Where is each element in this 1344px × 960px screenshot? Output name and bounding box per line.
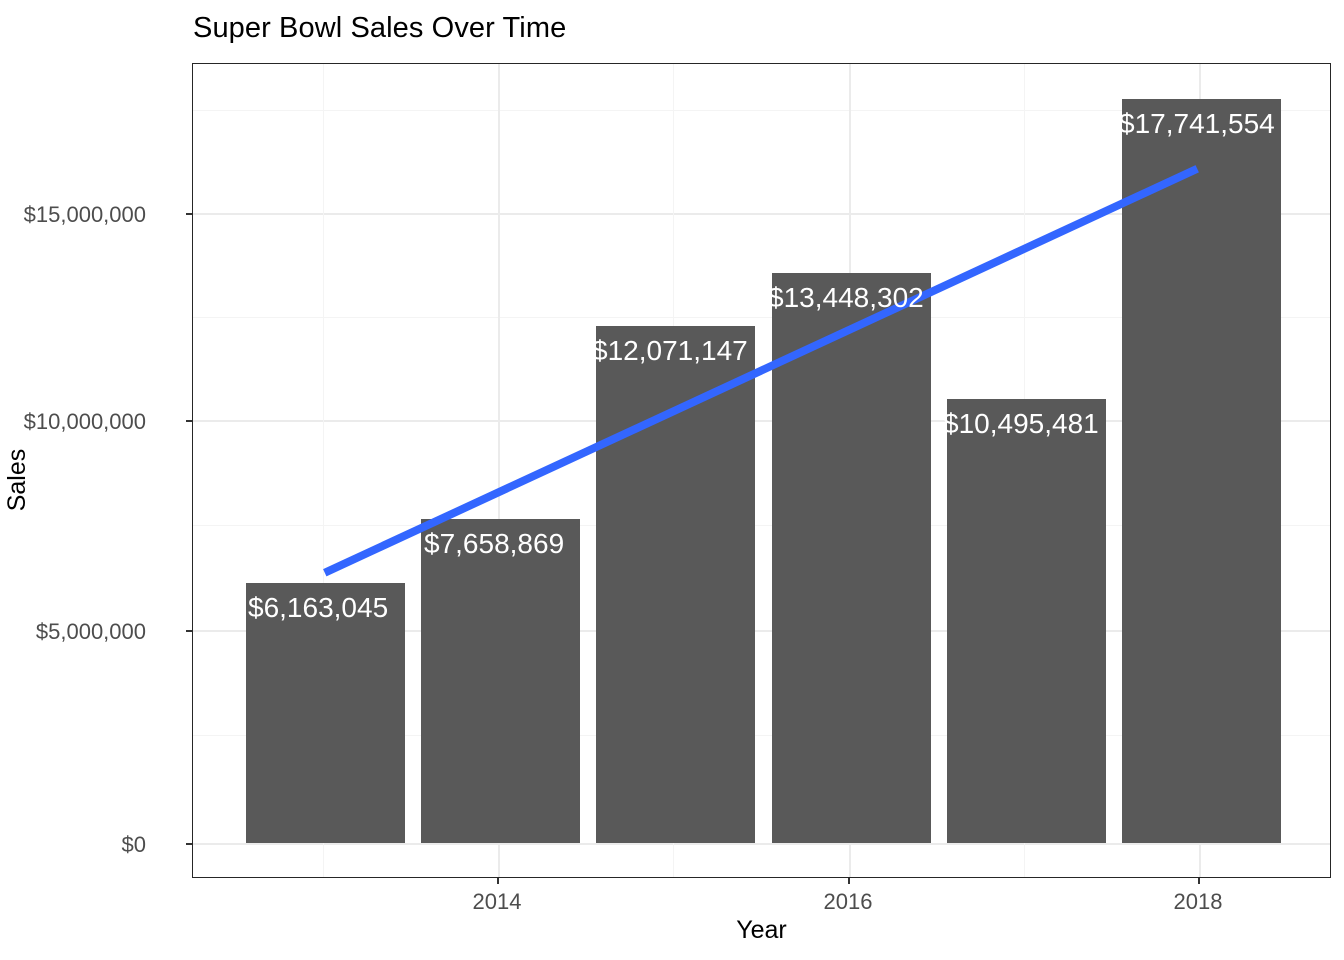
- plot-panel: $6,163,045 $7,658,869 $12,071,147 $13,44…: [192, 63, 1331, 878]
- bar-2015[interactable]: [596, 326, 755, 843]
- x-tick-mark-2018: [1198, 878, 1200, 884]
- gridline-minor-2500000: [193, 735, 1330, 736]
- y-tick-mark-3: [186, 213, 192, 215]
- bar-2014[interactable]: [421, 519, 580, 843]
- bar-2013[interactable]: [246, 583, 405, 843]
- y-tick-mark-1: [186, 630, 192, 632]
- bar-label-2015: $12,071,147: [592, 335, 748, 366]
- y-axis-title-text: Sales: [2, 448, 31, 512]
- x-axis-title: Year: [736, 916, 787, 944]
- bar-2018[interactable]: [1122, 99, 1281, 843]
- x-tick-mark-2014: [497, 878, 499, 884]
- x-tick-label-2018: 2018: [1173, 889, 1223, 914]
- gridline-major-5000000: [193, 630, 1330, 632]
- bar-label-2014: $7,658,869: [424, 528, 565, 559]
- y-tick-label-3: $15,000,000: [23, 202, 146, 227]
- bar-label-2013: $6,163,045: [248, 592, 389, 623]
- bar-label-2018: $17,741,554: [1119, 108, 1275, 139]
- bar-2017[interactable]: [947, 399, 1106, 843]
- x-tick-mark-2016: [848, 878, 850, 884]
- bar-label-2017: $10,495,481: [943, 408, 1099, 439]
- gridline-major-0: [193, 843, 1330, 845]
- y-tick-mark-0: [186, 843, 192, 845]
- y-tick-mark-2: [186, 420, 192, 422]
- y-axis-title: Sales: [0, 0, 34, 960]
- x-tick-label-2014: 2014: [472, 889, 522, 914]
- chart-title: Super Bowl Sales Over Time: [193, 12, 567, 44]
- bar-2016[interactable]: [772, 273, 931, 843]
- gridline-minor-17500000: [193, 110, 1330, 111]
- bar-label-2016: $13,448,302: [768, 282, 924, 313]
- y-tick-label-2: $10,000,000: [23, 409, 146, 434]
- y-tick-label-1: $5,000,000: [35, 619, 146, 644]
- x-tick-label-2016: 2016: [823, 889, 873, 914]
- y-tick-label-0: $0: [121, 832, 146, 857]
